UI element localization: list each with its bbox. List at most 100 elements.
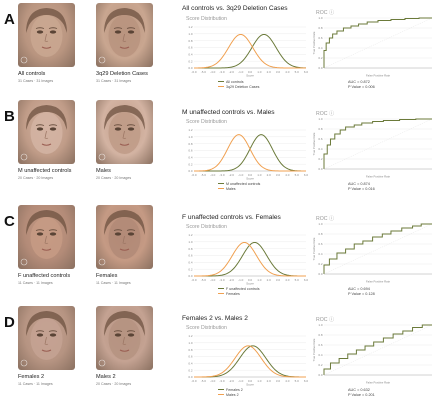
y-tick-label: 1.2 — [188, 128, 193, 132]
x-tick-label: 1.0 — [257, 70, 262, 74]
left-face-meta: 11 Cases · 11 Images — [18, 382, 53, 386]
left-face-caption: M unaffected controls — [18, 168, 72, 174]
x-tick-label: -6.0 — [191, 173, 197, 177]
x-tick-label: 5.0 — [295, 379, 300, 383]
x-tick-label: 1.0 — [257, 379, 262, 383]
y-tick-label: 0.2 — [188, 162, 193, 166]
x-axis-label: Score — [246, 383, 254, 387]
x-tick-label: 1.0 — [257, 173, 262, 177]
series-line-cases — [194, 241, 306, 277]
x-tick-label: 0.0 — [248, 173, 253, 177]
x-axis-label: Score — [246, 177, 254, 181]
y-tick-label: 0.2 — [188, 267, 193, 271]
roc-title: ROC ⓘ — [316, 10, 335, 16]
x-tick-label: 2.0 — [267, 278, 272, 282]
watermark-logo-icon — [20, 359, 28, 367]
legend-entry: Males — [218, 186, 260, 191]
series-line-controls — [194, 33, 307, 69]
chance-diagonal — [323, 223, 433, 275]
chart-legend: F unaffected controls Females — [218, 286, 260, 296]
chart-legend: Females 2 Males 2 — [218, 387, 243, 397]
score-distribution-chart: 0.0 0.2 0.4 0.6 0.8 1.0 1.2 -6.0 -5.0 -4.0 -3.0 -2.… — [188, 233, 309, 285]
roc-curve — [323, 17, 432, 68]
legend-swatch — [218, 187, 224, 190]
legend-entry: F unaffected controls — [218, 286, 260, 291]
x-tick-label: 3.0 — [276, 70, 281, 74]
watermark-logo-icon — [20, 153, 28, 161]
x-tick-label: -5.0 — [201, 70, 207, 74]
x-tick-label: 0.0 — [248, 278, 253, 282]
left-face-caption: All controls — [18, 71, 46, 77]
x-tick-label: 6.0 — [304, 278, 309, 282]
right-face-meta: 11 Cases · 11 Images — [96, 281, 131, 285]
series-line-controls — [194, 134, 307, 172]
chance-diagonal — [323, 324, 433, 376]
x-tick-label: -1.0 — [238, 70, 244, 74]
x-tick-label: -6.0 — [191, 70, 197, 74]
y-tick-label: 1.2 — [188, 25, 193, 29]
x-axis-label: False Positive Rate — [366, 381, 391, 385]
left-composite-face — [18, 205, 75, 269]
y-tick-label: 0.6 — [318, 36, 323, 40]
left-composite-face — [18, 3, 75, 67]
legend-label: Females — [226, 291, 240, 296]
y-tick-label: 0.4 — [318, 147, 323, 151]
legend-swatch — [218, 287, 224, 290]
y-tick-label: 0.2 — [318, 157, 323, 161]
x-tick-label: -3.0 — [219, 379, 225, 383]
panel-letter: A — [4, 11, 15, 28]
roc-chart: 0.0 0.2 0.4 0.6 0.8 1.0 True Positive Rate Fals… — [312, 117, 433, 179]
y-tick-label: 1.0 — [188, 240, 193, 244]
score-distribution-chart: 0.0 0.2 0.4 0.6 0.8 1.0 1.2 -6.0 -5.0 -4.0 -3.0 -2.… — [188, 25, 308, 77]
watermark-logo-icon — [98, 359, 106, 367]
y-tick-label: 0.6 — [318, 242, 323, 246]
series-line-cases — [193, 134, 306, 172]
y-tick-label: 0.6 — [188, 355, 193, 359]
x-tick-label: 3.0 — [276, 173, 281, 177]
y-tick-label: 1.0 — [318, 16, 323, 20]
x-tick-label: -5.0 — [201, 278, 207, 282]
legend-label: F unaffected controls — [226, 286, 260, 291]
y-tick-label: 0.0 — [318, 272, 323, 276]
roc-stats: AUC = 0.694 P Value = 0.128 — [348, 287, 375, 297]
roc-chart: 0.0 0.2 0.4 0.6 0.8 1.0 True Positive Rate Fals… — [312, 16, 433, 77]
y-tick-label: 1.0 — [318, 323, 323, 327]
y-tick-label: 1.2 — [188, 233, 193, 237]
right-composite-face — [96, 3, 153, 67]
right-face-caption: Males 2 — [96, 374, 116, 380]
legend-swatch — [218, 80, 224, 83]
series-line-controls — [194, 345, 306, 378]
legend-label: 3q29 Deletion Cases — [226, 84, 260, 89]
x-tick-label: 1.0 — [257, 278, 262, 282]
x-tick-label: 0.0 — [248, 379, 253, 383]
y-tick-label: 0.4 — [188, 260, 193, 264]
legend-label: All controls — [226, 79, 244, 84]
legend-label: Males 2 — [226, 392, 239, 397]
x-tick-label: 2.0 — [267, 70, 272, 74]
y-axis-label: True Positive Rate — [312, 132, 316, 155]
legend-swatch — [218, 292, 224, 295]
x-axis-label: False Positive Rate — [366, 175, 391, 179]
x-tick-label: 2.0 — [267, 379, 272, 383]
y-tick-label: 1.0 — [318, 222, 323, 226]
right-composite-face — [96, 100, 153, 164]
y-tick-label: 1.0 — [188, 135, 193, 139]
y-tick-label: 0.4 — [188, 361, 193, 365]
x-tick-label: 5.0 — [295, 70, 300, 74]
x-tick-label: 2.0 — [267, 173, 272, 177]
legend-entry: All controls — [218, 79, 259, 84]
y-tick-label: 0.0 — [188, 274, 193, 278]
roc-curve — [323, 324, 432, 375]
x-tick-label: -5.0 — [201, 173, 207, 177]
y-tick-label: 1.2 — [188, 334, 193, 338]
left-face-caption: Females 2 — [18, 374, 45, 380]
p-value: P Value = 0.128 — [348, 292, 375, 296]
panel-d: D Females 2 11 Cases · 11 Images Males 2 20 … — [0, 306, 440, 406]
x-tick-label: -2.0 — [229, 379, 235, 383]
y-tick-label: 0.0 — [188, 169, 193, 173]
x-tick-label: -1.0 — [238, 379, 244, 383]
comparison-title: M unaffected controls vs. Males — [182, 109, 275, 116]
x-tick-label: 6.0 — [304, 379, 309, 383]
score-distribution-title: Score Distribution — [186, 16, 227, 22]
x-tick-label: -4.0 — [210, 379, 216, 383]
